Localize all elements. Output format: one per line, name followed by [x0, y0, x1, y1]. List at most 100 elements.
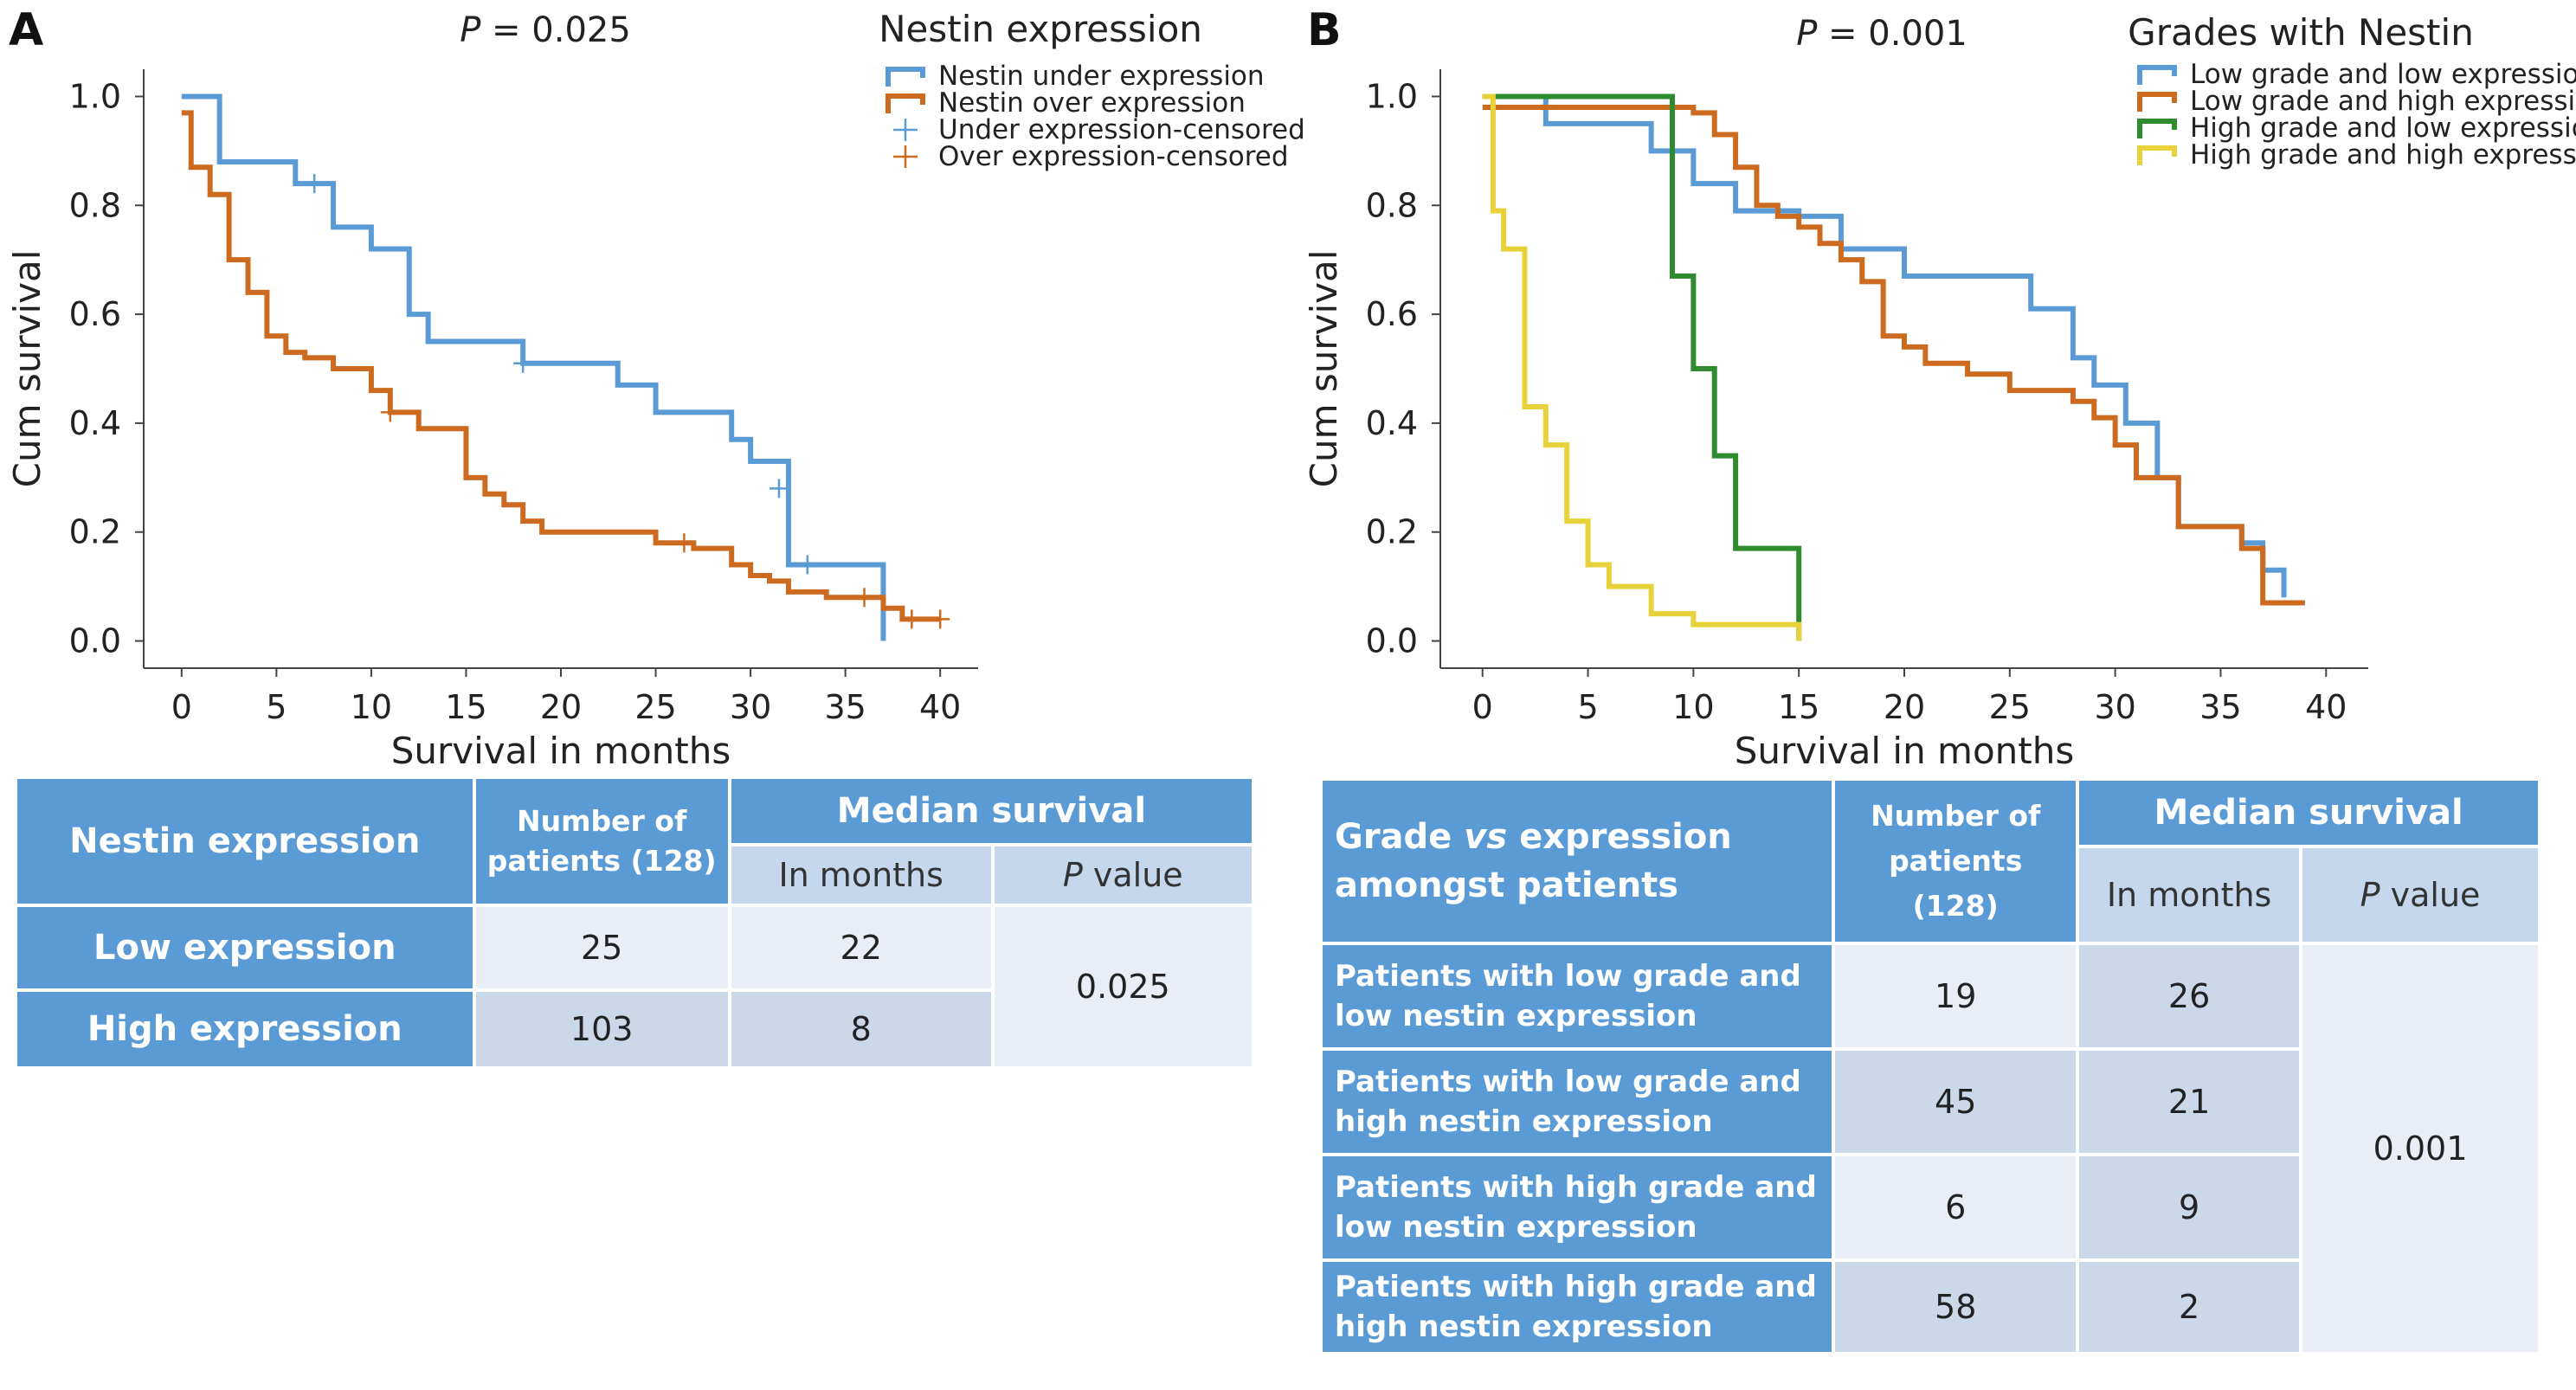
legend-swatch	[2137, 119, 2177, 138]
x-tick-label: 5	[266, 688, 287, 726]
y-tick-label: 0.8	[69, 186, 121, 224]
legend-a: Nestin expression Nestin under expression…	[879, 8, 1305, 172]
y-axis-label-b: Cum survival	[1303, 250, 1345, 488]
km-chart-b: B P = 0.001 0 5 10 15 20 25 30 35 40 0.0 0.2 0.4 0.6 0.…	[1303, 4, 2576, 772]
x-tick-label: 20	[1884, 688, 1925, 726]
y-tick-label: 0.6	[69, 295, 121, 333]
cell-months-high: 8	[731, 992, 991, 1066]
legend-item-label: High grade and low expression	[2190, 113, 2576, 144]
cell-months-low: 22	[731, 907, 991, 988]
x-tick-label: 35	[2199, 688, 2241, 726]
legend-swatch	[2137, 65, 2177, 85]
censored-mark	[769, 479, 789, 499]
censored-mark	[305, 174, 325, 194]
row-label-high-grade-low-expression: Patients with high grade and low nestin …	[1323, 1156, 1832, 1258]
header-in-months: In months	[731, 846, 991, 904]
x-tick-label: 10	[1672, 688, 1714, 726]
y-tick-label: 0.6	[1366, 295, 1418, 333]
x-tick-label: 5	[1577, 688, 1598, 726]
legend-swatch	[893, 119, 918, 141]
series-line-a-1	[181, 110, 941, 622]
y-tick-label: 0.0	[69, 622, 121, 660]
legend-b: Grades with Nestin Low grade and low expr…	[2128, 11, 2576, 171]
legend-item-label: Nestin under expression	[938, 61, 1265, 92]
panel-b: B P = 0.001 0 5 10 15 20 25 30 35 40 0.0 0.2 0.4 0.6 0.…	[1288, 0, 2576, 1390]
censored-mark	[931, 609, 950, 629]
median-survival-table-a: Nestin expression Number of patients (12…	[14, 775, 1255, 1070]
cell-months-lgle: 26	[2079, 945, 2300, 1047]
row-label-low-expression: Low expression	[17, 907, 473, 988]
series-line-b-1	[1482, 105, 2305, 606]
y-tick-label: 0.2	[69, 513, 121, 551]
x-tick-label: 0	[171, 688, 192, 726]
cell-patients-lghe: 45	[1835, 1051, 2077, 1153]
row-label-low-grade-low-expression: Patients with low grade and low nestin e…	[1323, 945, 1832, 1047]
censored-mark	[797, 555, 817, 575]
row-label-high-expression: High expression	[17, 992, 473, 1066]
legend-swatch	[886, 93, 925, 113]
censored-mark	[380, 402, 400, 422]
cell-patients-hghe: 58	[1835, 1262, 2077, 1352]
p-value-title-a: P = 0.025	[460, 10, 631, 50]
cell-months-hgle: 9	[2079, 1156, 2300, 1258]
y-tick-label: 0.4	[69, 404, 121, 442]
y-tick-label: 0.0	[1366, 622, 1418, 660]
cell-patients-hgle: 6	[1835, 1156, 2077, 1258]
header-number-of-patients-b: Number of patients (128)	[1835, 781, 2077, 942]
cell-patients-high: 103	[475, 992, 728, 1066]
series-line-b-0	[1482, 93, 2287, 598]
x-axis-label-a: Survival in months	[391, 730, 731, 772]
km-chart-a: A P = 0.025 0 5 10 15 20 25 30 35 40 0.0 0.2 0.4 0.6 0.…	[6, 4, 1305, 772]
x-tick-label: 40	[919, 688, 961, 726]
header-p-value: P value	[994, 846, 1252, 904]
header-nestin-expression: Nestin expression	[17, 779, 473, 904]
legend-swatch	[886, 67, 925, 87]
cell-patients-lgle: 19	[1835, 945, 2077, 1047]
p-value-title-b: P = 0.001	[1796, 14, 1967, 54]
series-line-b-2	[1482, 93, 1802, 641]
x-tick-label: 15	[1778, 688, 1819, 726]
cell-p-value-b: 0.001	[2302, 945, 2538, 1352]
x-axis-label-b: Survival in months	[1735, 730, 2075, 772]
y-tick-label: 0.4	[1366, 404, 1418, 442]
censored-mark	[902, 609, 922, 629]
series-line-a-0	[181, 93, 886, 641]
legend-item-label: Over expression-censored	[938, 141, 1289, 172]
x-tick-label: 0	[1472, 688, 1493, 726]
panel-letter-a: A	[9, 4, 43, 56]
y-tick-label: 0.2	[1366, 513, 1418, 551]
x-tick-label: 25	[634, 688, 676, 726]
cell-patients-low: 25	[475, 907, 728, 988]
x-tick-label: 35	[824, 688, 866, 726]
legend-item-label: Under expression-censored	[938, 114, 1305, 145]
header-in-months-b: In months	[2079, 848, 2300, 942]
cell-p-value-a: 0.025	[994, 907, 1252, 1066]
legend-swatch	[2137, 145, 2177, 165]
header-grade-vs-expression: Grade vs expression amongst patients	[1323, 781, 1832, 942]
censored-mark	[674, 533, 694, 553]
median-survival-table-b: Grade vs expression amongst patients Num…	[1319, 777, 2541, 1355]
y-tick-label: 1.0	[1366, 77, 1418, 115]
header-median-survival-b: Median survival	[2079, 781, 2538, 845]
legend-title-b: Grades with Nestin	[2128, 11, 2474, 54]
x-tick-label: 40	[2305, 688, 2347, 726]
row-label-high-grade-high-expression: Patients with high grade and high nestin…	[1323, 1262, 1832, 1352]
header-median-survival: Median survival	[731, 779, 1252, 843]
legend-item-label: High grade and high expression	[2190, 139, 2576, 171]
series-line-b-3	[1482, 93, 1802, 641]
legend-swatch	[2137, 92, 2177, 112]
censored-mark	[513, 353, 533, 373]
x-tick-label: 30	[2094, 688, 2135, 726]
legend-item-label: Low grade and low expression	[2190, 59, 2576, 90]
censored-mark	[854, 588, 874, 608]
header-p-value-b: P value	[2302, 848, 2538, 942]
cell-months-hghe: 2	[2079, 1262, 2300, 1352]
panel-a: A P = 0.025 0 5 10 15 20 25 30 35 40 0.0 0.2 0.4 0.6 0.…	[6, 4, 1305, 1070]
x-tick-label: 10	[351, 688, 392, 726]
y-axis-label-a: Cum survival	[6, 250, 48, 488]
x-tick-label: 20	[540, 688, 582, 726]
legend-title-a: Nestin expression	[879, 8, 1202, 50]
panel-letter-b: B	[1307, 4, 1342, 56]
y-tick-label: 1.0	[69, 77, 121, 115]
row-label-low-grade-high-expression: Patients with low grade and high nestin …	[1323, 1051, 1832, 1153]
